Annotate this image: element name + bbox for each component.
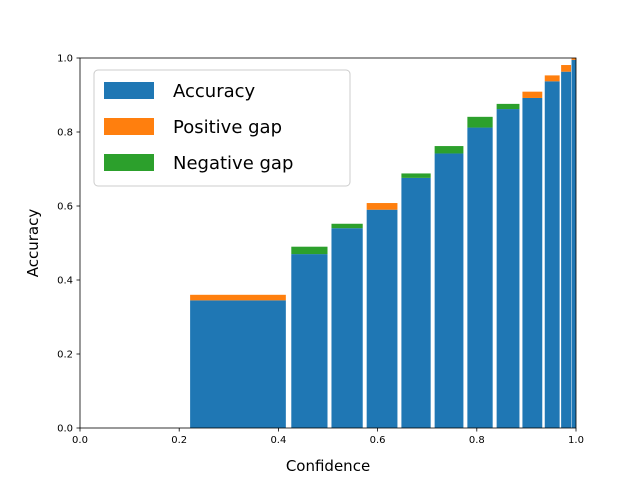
accuracy-bar-3 <box>331 228 363 428</box>
accuracy-bar-6 <box>434 153 464 428</box>
x-axis-label: Confidence <box>286 457 370 475</box>
x-tick-label-5: 0.8 <box>469 435 485 446</box>
positive-gap-bar-4 <box>366 203 398 210</box>
y-axis-label: Accuracy <box>24 209 42 278</box>
negative-gap-bar-2 <box>291 246 328 255</box>
accuracy-bar-5 <box>401 177 431 428</box>
x-axis-ticks: 0.0 0.2 0.4 0.6 0.8 1.0 <box>72 428 584 446</box>
bars-group <box>190 58 576 429</box>
x-tick-label-6: 1.0 <box>568 435 584 446</box>
x-tick-label-2: 0.2 <box>171 435 187 446</box>
accuracy-bar-8 <box>496 109 520 428</box>
legend-swatch-accuracy <box>104 82 154 99</box>
legend-label-negative: Negative gap <box>173 153 293 174</box>
negative-gap-bar-3 <box>331 223 363 229</box>
x-tick-label-3: 0.4 <box>270 435 286 446</box>
accuracy-bar-11 <box>561 71 572 428</box>
y-tick-label-4: 0.6 <box>57 202 73 213</box>
y-tick-label-2: 0.2 <box>57 350 73 361</box>
legend-swatch-positive <box>104 118 154 135</box>
y-axis-ticks: 0.0 0.2 0.4 0.6 0.8 1.0 <box>57 54 80 435</box>
positive-gap-bar-1 <box>190 294 286 301</box>
accuracy-bar-1 <box>190 300 286 428</box>
y-tick-label-1: 0.0 <box>57 424 73 435</box>
legend-swatch-negative <box>104 154 154 171</box>
legend-label-positive: Positive gap <box>173 117 282 138</box>
positive-gap-bar-10 <box>544 75 560 82</box>
accuracy-bar-2 <box>291 254 328 428</box>
accuracy-bar-10 <box>544 81 560 428</box>
x-tick-label-1: 0.0 <box>72 435 88 446</box>
positive-gap-bar-11 <box>561 65 572 72</box>
negative-gap-bar-5 <box>401 173 431 178</box>
y-tick-label-3: 0.4 <box>57 276 73 287</box>
negative-gap-bar-6 <box>434 146 464 154</box>
accuracy-bar-9 <box>522 97 543 429</box>
legend-box <box>93 69 351 187</box>
accuracy-bar-12 <box>571 59 576 428</box>
y-tick-label-5: 0.8 <box>57 128 73 139</box>
legend-label-accuracy: Accuracy <box>173 81 256 102</box>
accuracy-bar-4 <box>366 209 398 428</box>
positive-gap-bar-12 <box>571 58 576 60</box>
negative-gap-bar-8 <box>496 103 520 110</box>
legend: Accuracy Positive gap Negative gap <box>93 69 351 187</box>
y-tick-label-6: 1.0 <box>57 54 73 65</box>
negative-gap-bar-7 <box>467 116 493 128</box>
x-tick-label-4: 0.6 <box>370 435 386 446</box>
positive-gap-bar-9 <box>522 91 543 98</box>
accuracy-bar-7 <box>467 127 493 428</box>
plot-frame <box>79 57 577 429</box>
